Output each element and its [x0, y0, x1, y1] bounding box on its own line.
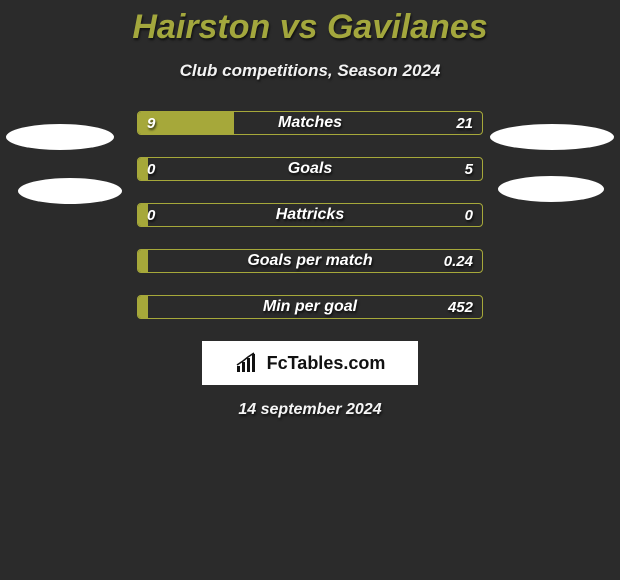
right-ellipse-1 — [490, 124, 614, 150]
metric-bar-fill — [138, 250, 148, 272]
metric-row: 0Hattricks0 — [137, 203, 483, 227]
metric-bar-track — [137, 111, 483, 135]
left-ellipse-2 — [18, 178, 122, 204]
metric-row: 0Goals5 — [137, 157, 483, 181]
metric-bar-track — [137, 295, 483, 319]
comparison-stage: 9Matches21 0Goals5 0Hattricks0 Goals per ma… — [0, 111, 620, 419]
right-ellipse-2 — [498, 176, 604, 202]
metric-bar-track — [137, 203, 483, 227]
subtitle: Club competitions, Season 2024 — [0, 61, 620, 81]
bar-chart-icon — [235, 352, 261, 374]
metric-bar-track — [137, 157, 483, 181]
page-title: Hairston vs Gavilanes — [0, 0, 620, 47]
branding-badge: FcTables.com — [202, 341, 418, 385]
branding-text: FcTables.com — [267, 353, 386, 374]
metric-row: 9Matches21 — [137, 111, 483, 135]
metric-bar-fill — [138, 158, 148, 180]
metric-bar-track — [137, 249, 483, 273]
metric-bar-fill — [138, 112, 234, 134]
metric-bar-fill — [138, 296, 148, 318]
metric-row: Min per goal452 — [137, 295, 483, 319]
metric-row: Goals per match0.24 — [137, 249, 483, 273]
metric-bar-fill — [138, 204, 148, 226]
comparison-bars: 9Matches21 0Goals5 0Hattricks0 Goals per ma… — [137, 111, 483, 319]
date-line: 14 september 2024 — [0, 401, 620, 419]
left-ellipse-1 — [6, 124, 114, 150]
